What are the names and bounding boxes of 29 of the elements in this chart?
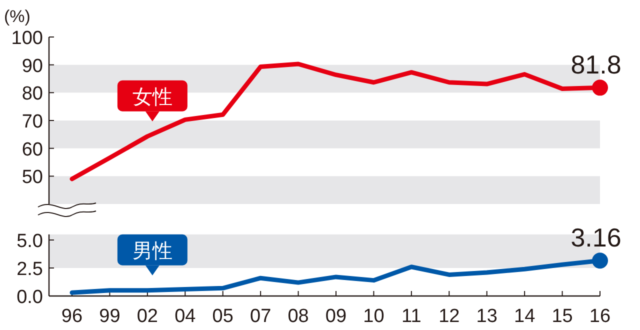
x-tick-label: 15 (552, 306, 573, 327)
series-label: 女性 (132, 86, 172, 108)
x-tick-label: 02 (136, 306, 158, 327)
y-tick-label: 100 (11, 28, 43, 49)
x-tick-label: 12 (438, 306, 460, 327)
x-tick-label: 96 (61, 306, 83, 327)
y-tick-label: 2.5 (16, 259, 43, 280)
x-tick-label: 04 (174, 306, 196, 327)
y-tick-label: 90 (22, 56, 43, 77)
x-tick-label: 05 (212, 306, 234, 327)
x-tick-label: 11 (402, 306, 422, 327)
data-label: 3.16 (570, 222, 622, 253)
x-tick-label: 10 (363, 306, 384, 327)
y-axis-title: (%) (4, 7, 30, 26)
x-tick-label: 13 (476, 306, 498, 327)
x-tick-label: 09 (325, 306, 347, 327)
y-tick-label: 50 (22, 167, 43, 188)
x-tick-label: 08 (288, 306, 309, 327)
y-tick-label: 0.0 (16, 287, 43, 308)
y-tick-label: 60 (22, 139, 43, 160)
x-tick-label: 07 (250, 306, 272, 327)
y-tick-label: 5.0 (16, 231, 43, 252)
x-tick-label: 16 (589, 306, 611, 327)
y-tick-label: 80 (22, 84, 43, 105)
data-label: 81.8 (570, 50, 622, 80)
y-tick-label: 70 (22, 112, 43, 132)
x-tick-label: 14 (514, 306, 536, 327)
series-label: 男性 (132, 240, 172, 262)
x-tick-label: 99 (99, 306, 120, 327)
